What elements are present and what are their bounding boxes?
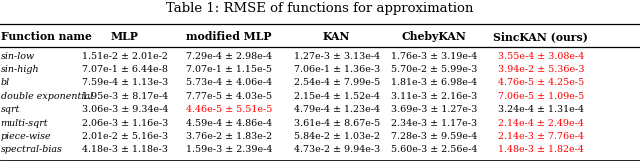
Text: 5.70e-2 ± 5.99e-3: 5.70e-2 ± 5.99e-3 (391, 65, 477, 74)
Text: 1.48e-3 ± 1.82e-4: 1.48e-3 ± 1.82e-4 (498, 145, 584, 154)
Text: 4.18e-3 ± 1.18e-3: 4.18e-3 ± 1.18e-3 (82, 145, 168, 154)
Text: 3.06e-3 ± 9.34e-4: 3.06e-3 ± 9.34e-4 (82, 105, 168, 114)
Text: sqrt: sqrt (1, 105, 20, 114)
Text: bl: bl (1, 78, 10, 88)
Text: 4.73e-2 ± 9.94e-3: 4.73e-2 ± 9.94e-3 (294, 145, 380, 154)
Text: multi-sqrt: multi-sqrt (1, 119, 48, 128)
Text: 3.61e-4 ± 8.67e-5: 3.61e-4 ± 8.67e-5 (294, 119, 380, 128)
Text: 7.06e-5 ± 1.09e-5: 7.06e-5 ± 1.09e-5 (498, 92, 584, 101)
Text: 1.76e-3 ± 3.19e-4: 1.76e-3 ± 3.19e-4 (391, 52, 477, 61)
Text: 2.06e-3 ± 1.16e-3: 2.06e-3 ± 1.16e-3 (82, 119, 168, 128)
Text: 2.14e-3 ± 7.76e-4: 2.14e-3 ± 7.76e-4 (498, 132, 584, 141)
Text: 2.14e-4 ± 2.49e-4: 2.14e-4 ± 2.49e-4 (498, 119, 584, 128)
Text: spectral-bias: spectral-bias (1, 145, 63, 154)
Text: double exponential: double exponential (1, 92, 93, 101)
Text: 7.28e-3 ± 9.59e-4: 7.28e-3 ± 9.59e-4 (391, 132, 477, 141)
Text: piece-wise: piece-wise (1, 132, 51, 141)
Text: sin-high: sin-high (1, 65, 39, 74)
Text: MLP: MLP (111, 31, 139, 42)
Text: 2.01e-2 ± 5.16e-3: 2.01e-2 ± 5.16e-3 (82, 132, 168, 141)
Text: 7.59e-4 ± 1.13e-3: 7.59e-4 ± 1.13e-3 (82, 78, 168, 88)
Text: 3.24e-4 ± 1.31e-4: 3.24e-4 ± 1.31e-4 (498, 105, 584, 114)
Text: Table 1: RMSE of functions for approximation: Table 1: RMSE of functions for approxima… (166, 2, 474, 15)
Text: 3.55e-4 ± 3.08e-4: 3.55e-4 ± 3.08e-4 (498, 52, 584, 61)
Text: 7.29e-4 ± 2.98e-4: 7.29e-4 ± 2.98e-4 (186, 52, 272, 61)
Text: 3.94e-2 ± 5.36e-3: 3.94e-2 ± 5.36e-3 (497, 65, 584, 74)
Text: sin-low: sin-low (1, 52, 35, 61)
Text: 7.07e-1 ± 1.15e-5: 7.07e-1 ± 1.15e-5 (186, 65, 272, 74)
Text: 5.84e-2 ± 1.03e-2: 5.84e-2 ± 1.03e-2 (294, 132, 380, 141)
Text: 4.79e-4 ± 1.23e-4: 4.79e-4 ± 1.23e-4 (294, 105, 380, 114)
Text: 1.27e-3 ± 3.13e-4: 1.27e-3 ± 3.13e-4 (294, 52, 380, 61)
Text: 4.76e-5 ± 4.25e-5: 4.76e-5 ± 4.25e-5 (498, 78, 584, 88)
Text: 7.07e-1 ± 6.44e-8: 7.07e-1 ± 6.44e-8 (82, 65, 168, 74)
Text: ChebyKAN: ChebyKAN (401, 31, 467, 42)
Text: 7.06e-1 ± 1.36e-3: 7.06e-1 ± 1.36e-3 (294, 65, 380, 74)
Text: 2.34e-3 ± 1.17e-3: 2.34e-3 ± 1.17e-3 (391, 119, 477, 128)
Text: 4.59e-4 ± 4.86e-4: 4.59e-4 ± 4.86e-4 (186, 119, 272, 128)
Text: 5.73e-4 ± 4.06e-4: 5.73e-4 ± 4.06e-4 (186, 78, 272, 88)
Text: 5.60e-3 ± 2.56e-4: 5.60e-3 ± 2.56e-4 (391, 145, 477, 154)
Text: 1.81e-3 ± 6.98e-4: 1.81e-3 ± 6.98e-4 (391, 78, 477, 88)
Text: modified MLP: modified MLP (186, 31, 272, 42)
Text: 3.76e-2 ± 1.83e-2: 3.76e-2 ± 1.83e-2 (186, 132, 272, 141)
Text: 3.11e-3 ± 2.16e-3: 3.11e-3 ± 2.16e-3 (391, 92, 477, 101)
Text: 1.51e-2 ± 2.01e-2: 1.51e-2 ± 2.01e-2 (82, 52, 168, 61)
Text: 4.46e-5 ± 5.51e-5: 4.46e-5 ± 5.51e-5 (186, 105, 272, 114)
Text: 1.95e-3 ± 8.17e-4: 1.95e-3 ± 8.17e-4 (82, 92, 168, 101)
Text: 2.15e-4 ± 1.52e-4: 2.15e-4 ± 1.52e-4 (294, 92, 380, 101)
Text: SincKAN (ours): SincKAN (ours) (493, 31, 588, 42)
Text: 2.54e-4 ± 7.99e-5: 2.54e-4 ± 7.99e-5 (294, 78, 380, 88)
Text: 3.69e-3 ± 1.27e-3: 3.69e-3 ± 1.27e-3 (391, 105, 477, 114)
Text: KAN: KAN (323, 31, 350, 42)
Text: 7.77e-5 ± 4.03e-5: 7.77e-5 ± 4.03e-5 (186, 92, 272, 101)
Text: 1.59e-3 ± 2.39e-4: 1.59e-3 ± 2.39e-4 (186, 145, 272, 154)
Text: Function name: Function name (1, 31, 92, 42)
